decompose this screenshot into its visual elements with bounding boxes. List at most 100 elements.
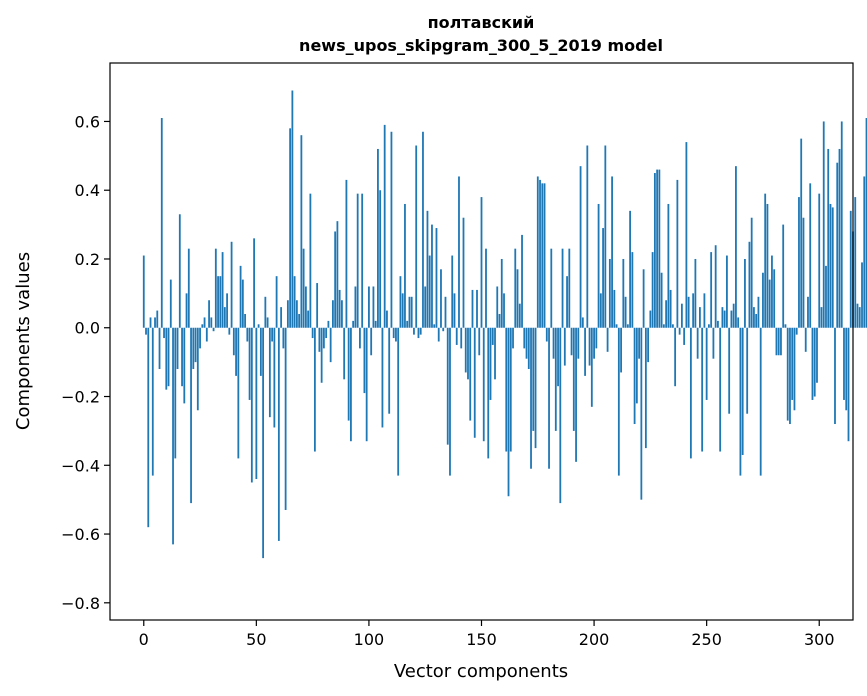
y-tick-label: −0.2	[61, 388, 100, 407]
bar	[689, 327, 692, 459]
bar	[352, 320, 355, 328]
bar	[221, 252, 224, 328]
x-tick-label: 0	[139, 630, 149, 649]
chart-subtitle: news_upos_skipgram_300_5_2019 model	[299, 36, 663, 55]
bar	[480, 197, 483, 328]
bar	[410, 296, 413, 328]
y-tick-label: 0.4	[75, 181, 100, 200]
bars-group	[142, 90, 867, 559]
bar	[327, 320, 330, 328]
bar	[771, 255, 773, 328]
bar	[212, 327, 215, 332]
bar	[656, 169, 659, 328]
bar	[223, 307, 226, 328]
bar	[703, 293, 706, 328]
bar	[644, 327, 647, 449]
bar	[482, 327, 485, 442]
x-tick-label: 50	[246, 630, 266, 649]
bar	[568, 248, 571, 328]
bar	[822, 121, 825, 328]
bar	[395, 327, 397, 342]
y-tick-label: −0.8	[61, 594, 100, 613]
bar	[320, 327, 323, 383]
bar	[680, 303, 683, 328]
bar	[635, 327, 638, 404]
bar	[228, 327, 231, 335]
bar	[415, 145, 418, 328]
bar	[836, 162, 839, 328]
bar	[588, 327, 591, 366]
bar	[543, 183, 546, 328]
bar	[755, 313, 758, 328]
bar	[201, 324, 204, 328]
bar	[838, 148, 841, 328]
bar	[602, 228, 604, 328]
bar	[827, 148, 830, 328]
bar	[735, 166, 737, 328]
bar	[741, 327, 744, 455]
bar	[487, 327, 490, 459]
bar	[732, 303, 735, 328]
bar	[426, 210, 429, 328]
bar	[536, 176, 539, 328]
y-tick-label: 0.6	[75, 112, 100, 131]
bar	[239, 265, 242, 328]
bar	[383, 124, 386, 328]
bar	[232, 327, 235, 356]
bar	[647, 327, 650, 363]
bar	[210, 317, 213, 328]
bar	[392, 327, 395, 339]
bar	[413, 327, 415, 335]
bar	[710, 252, 713, 328]
bar	[419, 327, 422, 335]
y-axis-label: Components values	[13, 252, 34, 430]
bar	[633, 327, 636, 425]
bar	[816, 327, 818, 383]
bar	[381, 327, 384, 428]
bar	[469, 327, 472, 421]
bar	[730, 310, 733, 328]
bar	[178, 214, 181, 328]
bar	[289, 128, 292, 328]
bar	[435, 228, 438, 328]
bar	[570, 327, 573, 356]
bar	[631, 252, 634, 328]
bar	[158, 327, 161, 370]
bar	[277, 327, 280, 541]
bar	[593, 327, 595, 359]
bar	[807, 296, 809, 328]
bar	[818, 193, 821, 328]
bar	[744, 258, 746, 328]
bar	[196, 327, 199, 411]
bar	[379, 190, 382, 328]
bar	[478, 327, 481, 356]
bar	[343, 327, 346, 380]
bar	[255, 327, 258, 480]
bar	[205, 327, 208, 342]
bar	[282, 327, 285, 349]
bar	[777, 327, 780, 356]
bar	[370, 327, 373, 356]
bar	[347, 327, 350, 421]
bar	[753, 307, 755, 328]
bar	[622, 258, 625, 328]
bar	[241, 279, 244, 328]
bar	[424, 286, 427, 328]
bar	[714, 245, 717, 328]
bar	[280, 307, 283, 328]
bar	[442, 327, 445, 332]
bar	[575, 327, 577, 462]
bar	[820, 307, 823, 328]
bar	[440, 269, 442, 328]
bar	[401, 293, 404, 328]
x-tick-label: 200	[579, 630, 610, 649]
bar	[183, 327, 186, 404]
bar	[786, 327, 789, 421]
bar	[476, 289, 478, 328]
bar	[685, 142, 688, 328]
bar	[831, 207, 834, 328]
bar	[638, 327, 641, 359]
bar	[626, 324, 629, 328]
bar	[577, 327, 580, 359]
